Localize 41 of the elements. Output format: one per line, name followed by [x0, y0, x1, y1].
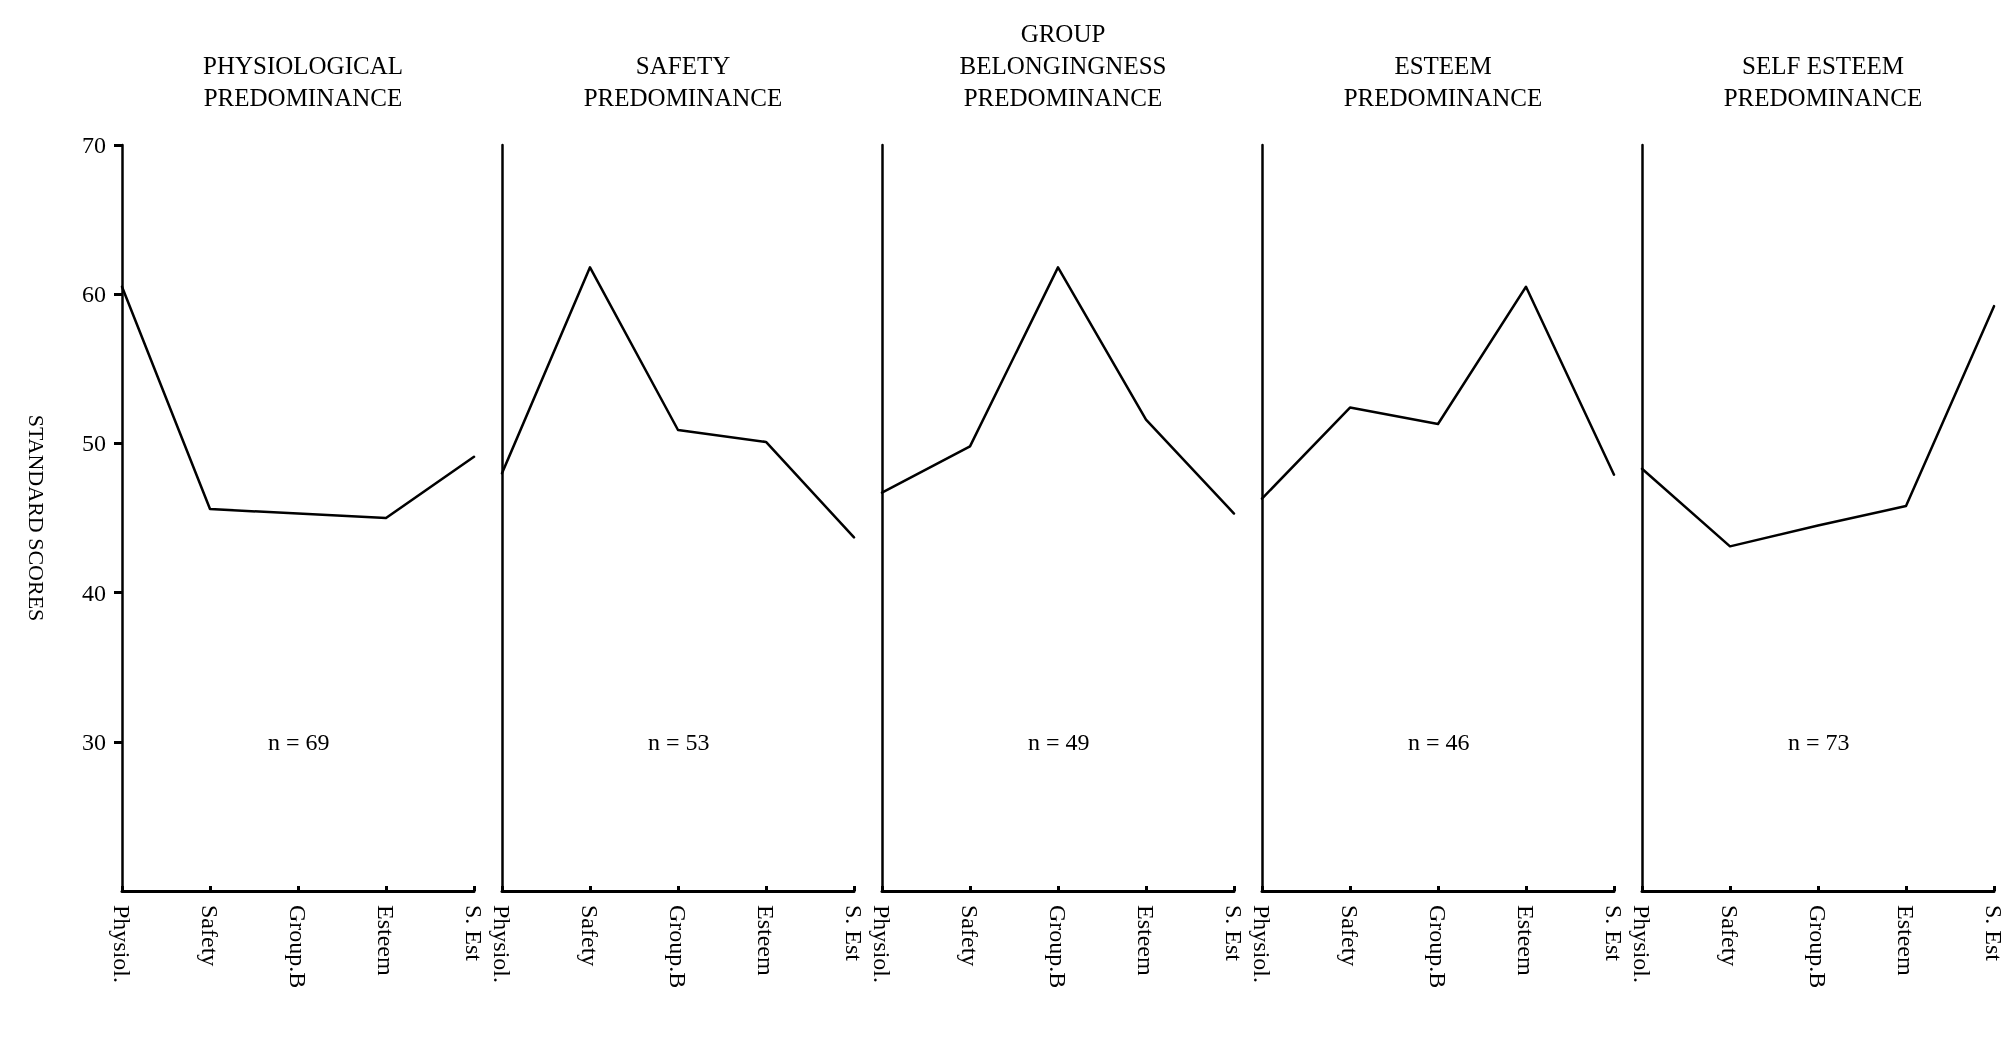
- x-tick-label: Physiol.: [1249, 905, 1275, 984]
- y-tick-label: 60: [82, 281, 106, 308]
- x-tick-label: Group.B: [1425, 905, 1451, 989]
- annotation: n = 69: [268, 729, 330, 755]
- x-tick-label: Group.B: [665, 905, 691, 989]
- chart-title: SAFETY PREDOMINANCE: [583, 51, 783, 111]
- x-tick-label: Esteem: [1893, 905, 1919, 976]
- x-tick-label: Safety: [577, 905, 603, 967]
- x-tick-label: Esteem: [1133, 905, 1159, 976]
- x-tick-label: Esteem: [753, 905, 779, 976]
- annotation: n = 73: [1788, 729, 1850, 755]
- x-tick-label: S. Est: [1221, 905, 1247, 962]
- x-tick-label: S. Est: [841, 905, 867, 962]
- x-tick-label: Safety: [1337, 905, 1363, 967]
- x-tick-label: Physiol.: [489, 905, 515, 984]
- x-tick-label: Esteem: [1513, 905, 1539, 976]
- chart-title: GROUP BELONGINGNESS PREDOMINANCE: [959, 19, 1167, 111]
- x-tick-label: Group.B: [1805, 905, 1831, 989]
- x-tick-label: Safety: [197, 905, 223, 967]
- x-tick-label: S. Est: [1981, 905, 2007, 962]
- x-tick-label: Physiol.: [869, 905, 895, 984]
- y-tick-label: 70: [82, 132, 106, 158]
- y-tick-label: 40: [82, 579, 106, 606]
- x-tick-label: Esteem: [373, 905, 399, 976]
- y-tick-label: 50: [82, 430, 106, 457]
- x-tick-label: S. Est: [1601, 905, 1627, 962]
- x-tick-label: Safety: [957, 905, 983, 967]
- x-tick-label: Group.B: [285, 905, 311, 989]
- chart-title: ESTEEM PREDOMINANCE: [1343, 51, 1543, 111]
- x-tick-label: S. Est: [461, 905, 487, 962]
- annotation: n = 49: [1028, 729, 1090, 755]
- x-tick-label: Physiol.: [109, 905, 135, 984]
- x-tick-label: Safety: [1717, 905, 1743, 967]
- annotation: n = 53: [648, 729, 710, 755]
- y-tick-label: 30: [82, 728, 106, 755]
- x-tick-label: Group.B: [1045, 905, 1071, 989]
- chart-title: PHYSIOLOGICAL PREDOMINANCE: [203, 51, 403, 111]
- y-axis-title: STANDARD SCORES: [23, 414, 49, 622]
- x-tick-label: Physiol.: [1629, 905, 1655, 984]
- annotation: n = 46: [1408, 729, 1470, 755]
- chart-title: SELF ESTEEM PREDOMINANCE: [1723, 51, 1923, 111]
